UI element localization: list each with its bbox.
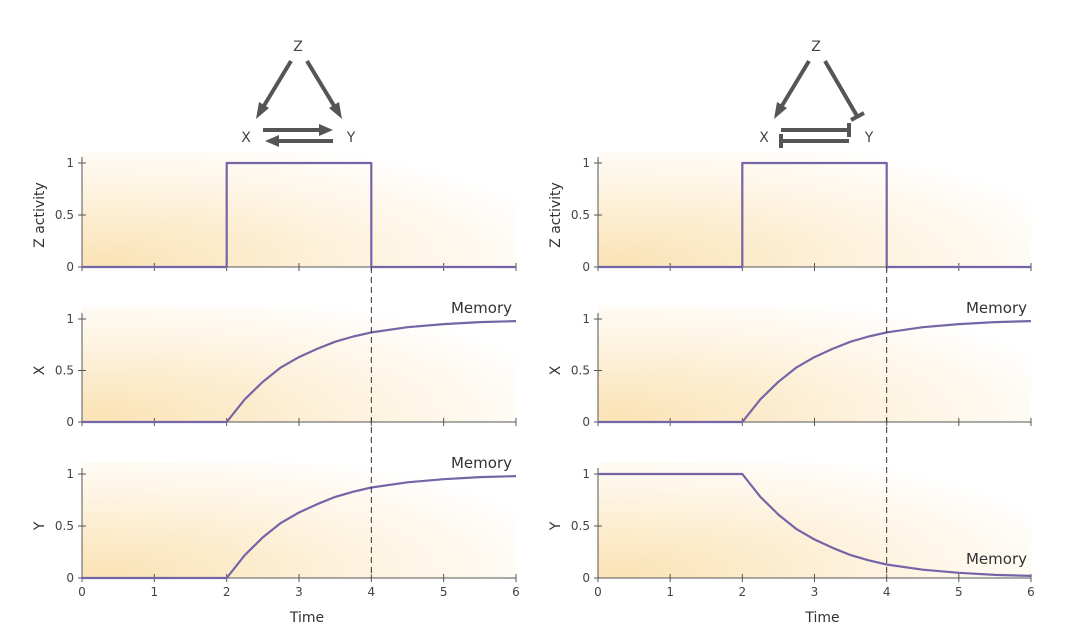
plot-background bbox=[598, 152, 1031, 267]
series-line bbox=[598, 472, 1032, 577]
x-tick-label: 0 bbox=[594, 585, 602, 599]
y-tick-label: 1 bbox=[66, 467, 74, 481]
chart-right-top: 0 0.5 1 Z activity bbox=[548, 152, 1032, 274]
node-x: X bbox=[759, 130, 769, 146]
memory-annotation: Memory bbox=[966, 299, 1027, 317]
y-tick-label: 1 bbox=[66, 312, 74, 326]
y-tick-label: 0.5 bbox=[571, 519, 590, 533]
x-tick-label: 1 bbox=[151, 585, 159, 599]
edge-z-to-x bbox=[256, 59, 293, 119]
plot-background bbox=[598, 306, 1031, 422]
y-tick-label: 0 bbox=[582, 415, 590, 429]
x-tick-label: 2 bbox=[739, 585, 747, 599]
y-tick-label: 0 bbox=[582, 260, 590, 274]
chart-right-middle: 0 0.5 1 X Memory bbox=[548, 299, 1032, 429]
x-tick-label: 3 bbox=[811, 585, 819, 599]
y-tick-label: 0 bbox=[66, 571, 74, 585]
series-line bbox=[82, 320, 517, 424]
x-tick-label: 2 bbox=[223, 585, 231, 599]
y-tick-label: 0.5 bbox=[55, 519, 74, 533]
node-z: Z bbox=[811, 39, 821, 55]
series-line bbox=[82, 475, 517, 580]
x-tick-label: 6 bbox=[1027, 585, 1035, 599]
diagram-left: Z X Y bbox=[241, 39, 356, 147]
y-tick-label: 0.5 bbox=[571, 208, 590, 222]
x-tick-label: 5 bbox=[955, 585, 963, 599]
x-tick-label: 0 bbox=[78, 585, 86, 599]
x-axis-label: Time bbox=[804, 610, 839, 626]
plot-background bbox=[82, 462, 516, 578]
y-tick-label: 1 bbox=[582, 156, 590, 170]
plot-background bbox=[598, 462, 1031, 578]
y-tick-label: 0 bbox=[66, 260, 74, 274]
chart-left-middle: 0 0.5 1 X Memory bbox=[32, 299, 517, 429]
series-line bbox=[82, 161, 516, 269]
node-x: X bbox=[241, 130, 251, 146]
diagram-right: Z X Y bbox=[759, 39, 874, 148]
node-y: Y bbox=[346, 130, 356, 146]
y-tick-label: 1 bbox=[66, 156, 74, 170]
x-tick-label: 3 bbox=[295, 585, 303, 599]
x-tick-label: 1 bbox=[666, 585, 674, 599]
plot-background bbox=[82, 152, 516, 267]
chart-left-top: 0 0.5 1 Z activity bbox=[32, 152, 517, 274]
edge-z-to-x bbox=[774, 59, 811, 119]
node-y: Y bbox=[864, 130, 874, 146]
y-axis-label: Z activity bbox=[548, 182, 564, 248]
edge-y-to-x bbox=[265, 135, 333, 147]
y-axis-label: X bbox=[32, 365, 48, 375]
y-axis-label: Y bbox=[32, 521, 48, 531]
y-axis-label: X bbox=[548, 365, 564, 375]
x-axis-label: Time bbox=[289, 610, 324, 626]
plot-background bbox=[82, 306, 516, 422]
series-line bbox=[598, 320, 1032, 424]
chart-right-bottom: 0 0.5 1 0 1 2 3 4 5 6 Y Time Memory bbox=[548, 462, 1035, 626]
x-tick-label: 4 bbox=[883, 585, 891, 599]
edge-z-to-y bbox=[305, 59, 342, 119]
edge-x-repress-y bbox=[781, 123, 851, 137]
edge-z-repress-y bbox=[823, 59, 865, 122]
y-tick-label: 0 bbox=[66, 415, 74, 429]
edge-y-repress-x bbox=[779, 134, 849, 148]
y-axis-label: Z activity bbox=[32, 182, 48, 248]
node-z: Z bbox=[293, 39, 303, 55]
panels: 0 0.5 1 Z activity 0 0.5 1 X Memory 0 0.5 1 0 1 2 3 4 5 6 Y… bbox=[32, 152, 1035, 626]
x-tick-label: 5 bbox=[440, 585, 448, 599]
series-line bbox=[598, 161, 1031, 269]
chart-left-bottom: 0 0.5 1 0 1 2 3 4 5 6 Y Time Memory bbox=[32, 454, 520, 626]
edge-x-to-y bbox=[263, 124, 333, 136]
y-tick-label: 0.5 bbox=[571, 364, 590, 378]
x-tick-label: 4 bbox=[368, 585, 376, 599]
memory-annotation: Memory bbox=[451, 299, 512, 317]
memory-annotation: Memory bbox=[966, 550, 1027, 568]
y-axis-label: Y bbox=[548, 521, 564, 531]
y-tick-label: 1 bbox=[582, 312, 590, 326]
memory-annotation: Memory bbox=[451, 454, 512, 472]
y-tick-label: 0 bbox=[582, 571, 590, 585]
x-tick-label: 6 bbox=[512, 585, 520, 599]
y-tick-label: 0.5 bbox=[55, 208, 74, 222]
y-tick-label: 1 bbox=[582, 467, 590, 481]
y-tick-label: 0.5 bbox=[55, 364, 74, 378]
time-markers bbox=[370, 267, 888, 578]
